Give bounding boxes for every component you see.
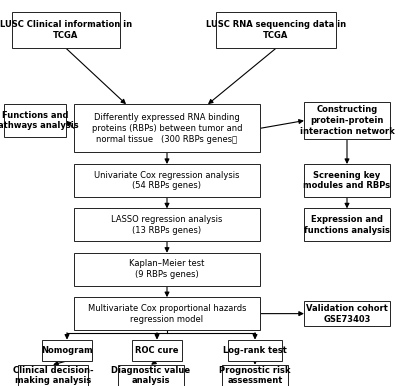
FancyBboxPatch shape (18, 365, 88, 386)
FancyBboxPatch shape (304, 102, 390, 139)
FancyBboxPatch shape (74, 208, 260, 241)
FancyBboxPatch shape (74, 164, 260, 197)
FancyBboxPatch shape (228, 340, 282, 361)
FancyBboxPatch shape (222, 365, 288, 386)
Text: Differently expressed RNA binding
proteins (RBPs) between tumor and
normal tissu: Differently expressed RNA binding protei… (92, 113, 242, 144)
FancyBboxPatch shape (304, 301, 390, 326)
FancyBboxPatch shape (4, 104, 66, 137)
Text: Screening key
modules and RBPs: Screening key modules and RBPs (304, 171, 390, 190)
Text: Prognostic risk
assessment: Prognostic risk assessment (219, 366, 291, 385)
Text: LUSC RNA sequencing data in
TCGA: LUSC RNA sequencing data in TCGA (206, 20, 346, 40)
Text: Validation cohort
GSE73403: Validation cohort GSE73403 (306, 304, 388, 323)
FancyBboxPatch shape (216, 12, 336, 48)
FancyBboxPatch shape (42, 340, 92, 361)
FancyBboxPatch shape (74, 253, 260, 286)
Text: LASSO regression analysis
(13 RBPs genes): LASSO regression analysis (13 RBPs genes… (111, 215, 223, 235)
Text: LUSC Clinical information in
TCGA: LUSC Clinical information in TCGA (0, 20, 132, 40)
FancyBboxPatch shape (74, 297, 260, 330)
Text: Multivariate Cox proportional hazards
regression model: Multivariate Cox proportional hazards re… (88, 304, 246, 323)
Text: Functions and
pathways analysis: Functions and pathways analysis (0, 111, 78, 130)
Text: Expression and
functions analysis: Expression and functions analysis (304, 215, 390, 235)
FancyBboxPatch shape (12, 12, 120, 48)
Text: Univariate Cox regression analysis
(54 RBPs genes): Univariate Cox regression analysis (54 R… (94, 171, 240, 190)
Text: Nomogram: Nomogram (41, 346, 93, 355)
Text: Kaplan–Meier test
(9 RBPs genes): Kaplan–Meier test (9 RBPs genes) (129, 259, 205, 279)
Text: Diagnostic value
analysis: Diagnostic value analysis (112, 366, 190, 385)
Text: Constructing
protein-protein
interaction network: Constructing protein-protein interaction… (300, 105, 394, 136)
FancyBboxPatch shape (304, 164, 390, 197)
FancyBboxPatch shape (304, 208, 390, 241)
Text: Log-rank test: Log-rank test (223, 346, 287, 355)
FancyBboxPatch shape (118, 365, 184, 386)
Text: ROC cure: ROC cure (135, 346, 179, 355)
FancyBboxPatch shape (74, 104, 260, 152)
Text: Clinical decision-
making analysis: Clinical decision- making analysis (13, 366, 93, 385)
FancyBboxPatch shape (132, 340, 182, 361)
